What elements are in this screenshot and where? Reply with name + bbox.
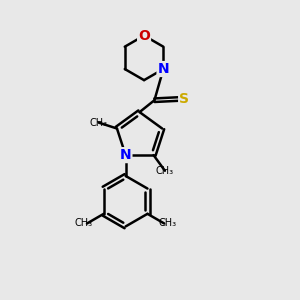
Text: S: S — [179, 92, 189, 106]
Text: N: N — [158, 62, 169, 76]
Text: O: O — [138, 28, 150, 43]
Text: CH₃: CH₃ — [75, 218, 93, 229]
Text: CH₃: CH₃ — [89, 118, 108, 128]
Text: CH₃: CH₃ — [158, 218, 176, 229]
Text: CH₃: CH₃ — [156, 166, 174, 176]
Text: N: N — [120, 148, 131, 162]
